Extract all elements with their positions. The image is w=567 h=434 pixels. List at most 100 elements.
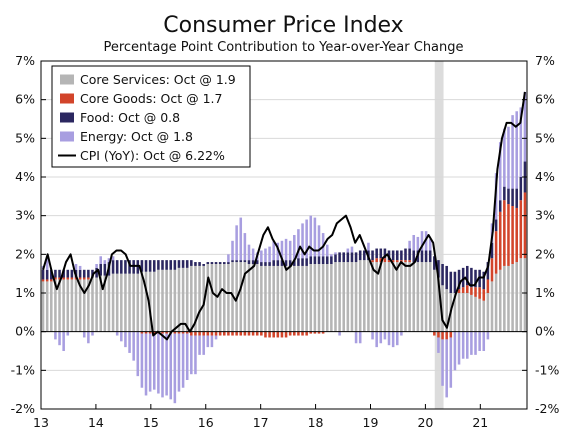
bar-energy bbox=[420, 231, 424, 251]
plot-frame bbox=[40, 60, 528, 410]
bar-energy bbox=[511, 115, 514, 189]
y-tick-label-left: 3% bbox=[15, 208, 35, 223]
bar-food bbox=[95, 267, 98, 278]
bar-energy bbox=[268, 246, 271, 263]
bar-core-goods bbox=[235, 331, 238, 336]
bar-food bbox=[511, 188, 514, 206]
bar-core-services bbox=[519, 258, 523, 332]
bar-food bbox=[58, 269, 61, 278]
bar-core-services bbox=[317, 264, 321, 332]
bar-core-services bbox=[87, 279, 90, 332]
bar-core-services bbox=[177, 267, 181, 332]
x-tick-label: 17 bbox=[253, 415, 269, 430]
bar-core-services bbox=[58, 279, 61, 332]
bar-energy bbox=[194, 335, 197, 375]
bar-core-goods bbox=[408, 260, 411, 263]
chart-subtitle: Percentage Point Contribution to Year-ov… bbox=[103, 40, 463, 55]
bar-energy bbox=[288, 240, 292, 261]
bar-energy bbox=[461, 331, 465, 359]
bar-core-services bbox=[395, 262, 399, 332]
bar-core-goods bbox=[276, 331, 280, 338]
bar-food bbox=[391, 250, 395, 261]
bar-food bbox=[437, 260, 440, 278]
bar-core-services bbox=[367, 260, 370, 332]
bar-core-services bbox=[474, 296, 477, 332]
bar-core-services bbox=[124, 273, 127, 332]
recession-shading-layer bbox=[434, 61, 444, 409]
bar-core-services bbox=[140, 271, 144, 332]
y-tick-label-right: 4% bbox=[535, 169, 555, 184]
bar-food bbox=[449, 271, 453, 293]
bar-core-services bbox=[95, 277, 98, 332]
bar-core-services bbox=[111, 273, 115, 332]
bar-energy bbox=[367, 242, 370, 251]
bar-energy bbox=[330, 254, 333, 257]
bar-food bbox=[346, 252, 350, 263]
bar-core-goods bbox=[515, 207, 518, 263]
bar-food bbox=[264, 262, 267, 266]
bar-food bbox=[157, 260, 160, 270]
bar-core-goods bbox=[177, 331, 181, 334]
bar-core-services bbox=[354, 262, 358, 332]
bar-energy bbox=[198, 335, 201, 355]
bar-core-goods bbox=[185, 331, 189, 334]
bar-core-goods bbox=[400, 260, 403, 263]
bar-energy bbox=[136, 331, 140, 377]
bar-core-goods bbox=[78, 277, 82, 280]
bar-energy bbox=[280, 240, 284, 261]
bar-core-goods bbox=[210, 331, 214, 336]
bar-energy bbox=[202, 335, 205, 355]
bar-core-services bbox=[433, 269, 436, 332]
bar-food bbox=[461, 267, 465, 288]
bar-core-services bbox=[428, 262, 432, 332]
bar-food bbox=[50, 269, 53, 280]
bar-core-services bbox=[255, 264, 259, 332]
y-tick-label-left: 2% bbox=[15, 246, 35, 261]
bar-food bbox=[268, 262, 271, 266]
bar-core-goods bbox=[161, 331, 164, 334]
bar-core-services bbox=[379, 262, 383, 332]
bar-food bbox=[330, 256, 333, 264]
bar-energy bbox=[334, 252, 337, 255]
x-tick-label: 20 bbox=[417, 415, 433, 430]
bar-energy bbox=[235, 225, 238, 261]
bar-food bbox=[284, 260, 288, 266]
bar-core-goods bbox=[494, 231, 498, 274]
bar-energy bbox=[387, 331, 391, 346]
bar-food bbox=[87, 269, 90, 278]
bar-core-services bbox=[264, 265, 267, 332]
bar-core-goods bbox=[272, 331, 275, 338]
bar-core-services bbox=[181, 267, 185, 332]
bar-core-services bbox=[420, 262, 424, 332]
bar-core-services bbox=[478, 298, 481, 332]
bar-energy bbox=[457, 331, 461, 365]
bar-energy bbox=[87, 331, 90, 344]
bar-energy bbox=[173, 333, 177, 404]
bar-core-goods bbox=[218, 331, 222, 336]
bar-food bbox=[288, 260, 292, 266]
bar-core-goods bbox=[198, 331, 201, 336]
bar-core-goods bbox=[457, 289, 461, 293]
bar-energy bbox=[350, 246, 354, 253]
bar-food bbox=[486, 262, 490, 280]
bar-core-services bbox=[387, 262, 391, 332]
bar-food bbox=[78, 269, 82, 278]
bar-core-services bbox=[330, 264, 333, 332]
bar-core-services bbox=[185, 267, 189, 332]
bar-core-services bbox=[173, 269, 177, 332]
cpi-line bbox=[42, 91, 526, 341]
bar-food bbox=[231, 260, 234, 263]
y-tick-label-left: 5% bbox=[15, 130, 35, 145]
bar-core-goods bbox=[371, 260, 374, 263]
bar-food bbox=[251, 260, 255, 264]
bar-core-services bbox=[445, 289, 448, 332]
bar-core-goods bbox=[223, 331, 226, 336]
bar-core-goods bbox=[231, 331, 234, 336]
bar-energy bbox=[107, 258, 111, 263]
bar-core-goods bbox=[268, 331, 271, 338]
bar-core-services bbox=[194, 265, 197, 332]
x-tick-label: 15 bbox=[143, 415, 159, 430]
bar-energy bbox=[391, 331, 395, 348]
bar-core-services bbox=[251, 264, 255, 332]
y-tick-label-right: 5% bbox=[535, 130, 555, 145]
